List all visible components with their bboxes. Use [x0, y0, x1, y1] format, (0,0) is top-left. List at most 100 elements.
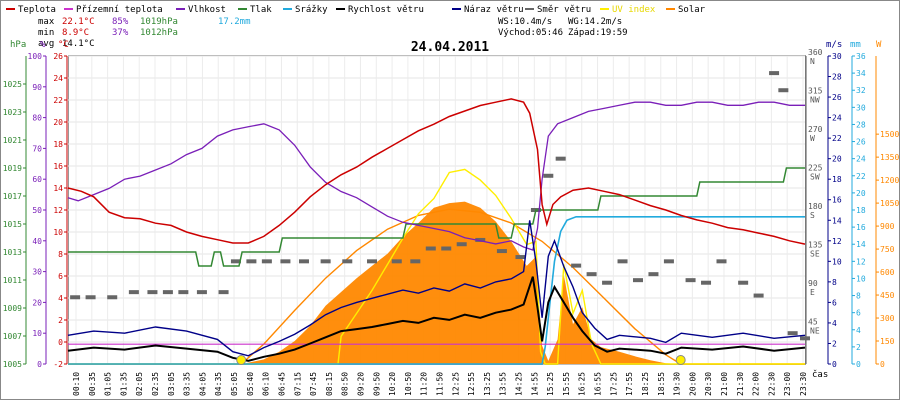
axis-label-mm: 26 — [856, 138, 866, 147]
axis-label-mm: 16 — [856, 223, 866, 232]
x-tick-label: 07:15 — [293, 372, 302, 396]
stat-ws: WS:10.4m/s — [498, 17, 552, 27]
axis-label-pct: 40 — [32, 237, 42, 246]
axis-label-hpa: 1015 — [3, 220, 22, 229]
wind-dir-mark — [475, 237, 486, 242]
axis-label-ms: 26 — [832, 93, 842, 102]
axis-label-mm: 12 — [856, 257, 866, 266]
axis-label-ms: 24 — [832, 114, 842, 123]
axis-label-degc: 26 — [53, 52, 63, 61]
wind-dir-mark — [496, 249, 507, 254]
wind-dir-mark — [230, 259, 241, 264]
axis-label-degc: 14 — [53, 184, 63, 193]
wind-dir-mark — [147, 290, 158, 295]
x-tick-label: 01:35 — [119, 372, 128, 396]
series-wind-gust — [67, 220, 806, 357]
stat-min-temp: 8.9°C — [62, 28, 89, 38]
axis-label-ms: 30 — [832, 52, 842, 61]
axis-label-ms: 20 — [832, 155, 842, 164]
legend-label-temp: Teplota — [18, 5, 56, 15]
axis-label-degc: 2 — [58, 316, 63, 325]
x-tick-label: 18:25 — [641, 372, 650, 396]
axis-unit-mm: mm — [850, 40, 861, 50]
axis-label-mm: 22 — [856, 172, 866, 181]
axis-label-ms: 28 — [832, 73, 842, 82]
x-tick-label: 06:45 — [277, 372, 286, 396]
wind-dir-mark — [246, 259, 257, 264]
stat-max-hum: 85% — [112, 17, 129, 27]
x-tick-label: 01:05 — [104, 372, 113, 396]
axis-label-dir-name: SW — [810, 173, 820, 182]
axis-label-dir-deg: 135 — [808, 241, 823, 250]
wind-dir-mark — [787, 331, 798, 336]
plot-series — [67, 71, 810, 365]
wind-dir-mark — [196, 290, 207, 295]
axis-label-mm: 30 — [856, 103, 866, 112]
series-temperature — [67, 98, 806, 245]
x-tick-label: 23:00 — [783, 372, 792, 396]
legend-label-press: Tlak — [250, 5, 272, 15]
series-uv — [68, 168, 805, 365]
axis-label-dir-deg: 180 — [808, 202, 823, 211]
legend: Teplota Přízemní teplota Vlhkost Tlak Srážky… — [6, 5, 706, 15]
axis-label-ms: 12 — [832, 237, 842, 246]
chart-title: 24.04.2011 — [411, 40, 489, 55]
axis-label-degc: 10 — [53, 228, 63, 237]
x-tick-label: 14:55 — [530, 372, 539, 396]
axis-label-wm2: 750 — [880, 245, 895, 254]
x-tick-label: 22:00 — [752, 372, 761, 396]
axis-label-wm2: 450 — [880, 291, 895, 300]
axis-label-dir-deg: 270 — [808, 125, 823, 134]
axis-label-mm: 10 — [856, 274, 866, 283]
x-tick-label: 07:45 — [309, 372, 318, 396]
x-tick-label: 08:15 — [325, 372, 334, 396]
axis-label-degc: 20 — [53, 118, 63, 127]
axis-unit-pct: % — [40, 40, 46, 50]
wind-dir-mark — [738, 280, 749, 285]
wind-dir-mark — [769, 71, 780, 76]
x-tick-label: 20:30 — [704, 372, 713, 396]
x-tick-label: 17:25 — [609, 372, 618, 396]
axis-label-pct: 100 — [28, 52, 43, 61]
wind-dir-mark — [367, 259, 378, 264]
wind-dir-mark — [685, 278, 696, 283]
x-tick-label: 16:55 — [594, 372, 603, 396]
x-tick-label: 03:35 — [183, 372, 192, 396]
x-tick-label: 04:05 — [198, 372, 207, 396]
axis-label-dir-name: S — [810, 211, 815, 220]
axis-label-hpa: 1009 — [3, 304, 22, 313]
wind-dir-mark — [701, 280, 712, 285]
axis-label-ms: 4 — [832, 319, 837, 328]
x-tick-label: 02:35 — [151, 372, 160, 396]
axis-label-wm2: 1050 — [880, 199, 899, 208]
axis-label-wm2: 0 — [880, 360, 885, 369]
wind-dir-mark — [261, 259, 272, 264]
stats-block: max 22.1°C 85% 1019hPa 17.2mm min 8.9°C … — [38, 17, 628, 49]
axis-label-degc: 24 — [53, 74, 63, 83]
wind-dir-mark — [543, 173, 554, 178]
axis-label-dir-name: NE — [810, 327, 820, 336]
wind-dir-mark — [425, 246, 436, 251]
x-tick-label: 12:55 — [467, 372, 476, 396]
axis-label-degc: 6 — [58, 272, 63, 281]
axis-label-ms: 18 — [832, 175, 842, 184]
legend-label-uv: UV index — [612, 5, 656, 15]
axis-label-pct: 20 — [32, 298, 42, 307]
axis-label-ms: 6 — [832, 298, 837, 307]
axis-label-dir-deg: 315 — [808, 87, 823, 96]
wind-dir-mark — [716, 259, 727, 264]
stat-avg-temp: 14.1°C — [62, 39, 95, 49]
wind-dir-mark — [218, 290, 229, 295]
axis-label-ms: 16 — [832, 196, 842, 205]
axis-label-hpa: 1019 — [3, 164, 22, 173]
axis-label-dir-name: W — [810, 134, 815, 143]
axis-label-dir-deg: 225 — [808, 164, 823, 173]
x-tick-label: 10:50 — [404, 372, 413, 396]
wind-dir-mark — [391, 259, 402, 264]
axis-label-hpa: 1005 — [3, 360, 22, 369]
x-tick-label: 14:25 — [515, 372, 524, 396]
stat-sunrise: Východ:05:46 — [498, 28, 563, 38]
axis-label-pct: 60 — [32, 175, 42, 184]
axis-label-mm: 8 — [856, 292, 861, 301]
x-tick-label: 11:20 — [420, 372, 429, 396]
